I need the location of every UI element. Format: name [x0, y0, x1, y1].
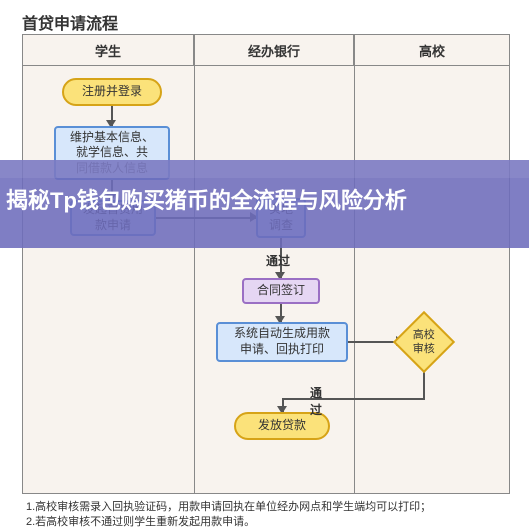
edge-label-pass: 通过 [310, 384, 322, 418]
lane-label: 学生 [95, 41, 121, 60]
footnote-line: 1.高校审核需录入回执验证码，用款申请回执在单位经办网点和学生端均可以打印； [26, 500, 431, 515]
lane-header-university: 高校 [354, 34, 510, 66]
page-title: 首贷申请流程 [22, 10, 118, 34]
node-contract-sign: 合同签订 [242, 278, 320, 304]
node-register: 注册并登录 [62, 78, 162, 106]
overlay-headline: 揭秘Tp钱包购买猪币的全流程与风险分析 [0, 186, 529, 217]
overlay-band [0, 160, 529, 178]
footnote-line: 2.若高校审核不通过则学生重新发起用款申请。 [26, 515, 431, 530]
edge-label-pass: 通过 [266, 252, 290, 269]
node-label: 发放贷款 [258, 418, 306, 434]
edge [282, 398, 425, 400]
lane-divider [354, 66, 355, 494]
lane-header-bank: 经办银行 [194, 34, 354, 66]
node-system-generate: 系统自动生成用款申请、回执打印 [216, 322, 348, 362]
node-label: 系统自动生成用款申请、回执打印 [234, 326, 330, 357]
node-label: 合同签订 [257, 283, 305, 299]
footnote: 1.高校审核需录入回执验证码，用款申请回执在单位经办网点和学生端均可以打印； 2… [26, 500, 431, 531]
lane-header-student: 学生 [22, 34, 194, 66]
lane-label: 高校 [419, 41, 445, 60]
lane-label: 经办银行 [248, 41, 300, 60]
node-label: 注册并登录 [82, 84, 142, 100]
node-label: 高校审核 [413, 328, 435, 357]
lane-divider [194, 66, 195, 494]
